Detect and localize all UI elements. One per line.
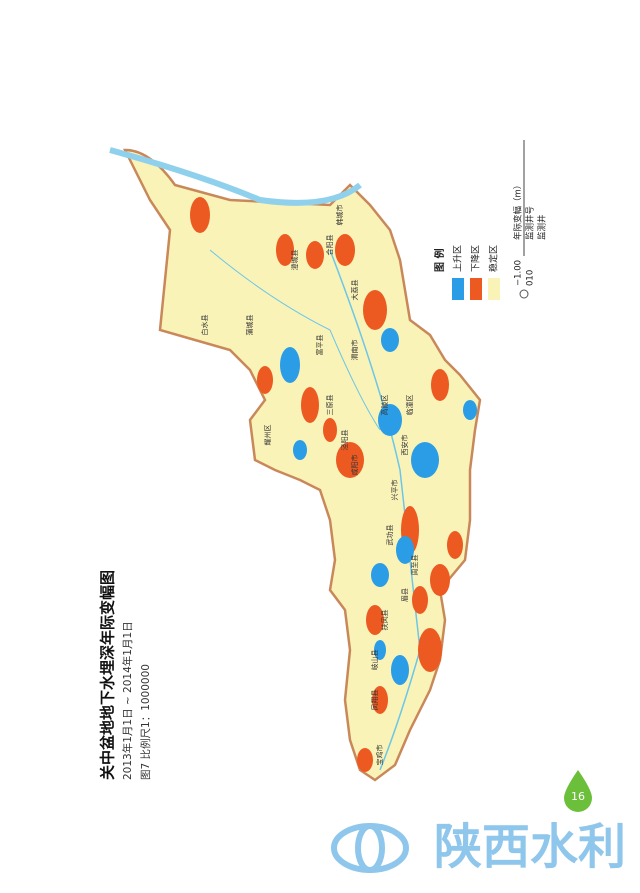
fall-area [412,586,428,614]
well-label: 监测井号 [525,206,536,240]
place-name: 西安市 [400,435,409,456]
well-name: 监测井 [537,214,548,240]
rise-area [378,404,402,436]
yellow-river [109,147,362,206]
brand: 陕西水利 [434,819,626,875]
place-name: 渭南市 [350,340,359,361]
place-name: 泾阳县 [340,430,349,451]
fall-area [323,418,337,442]
swatch-rise [452,278,464,300]
legend-title: 图 例 [433,249,446,272]
place-name: 临潼区 [405,395,414,416]
fall-area [418,628,442,672]
place-name: 大荔县 [350,280,359,301]
swatch-stable [488,278,500,300]
legend-item: 上升区 [453,245,464,272]
fall-area [431,369,449,401]
place-name: 岐山县 [370,650,379,671]
fall-area [357,748,373,772]
place-name: 耀州区 [263,425,272,446]
change-label: 年际变幅（m） [513,181,524,240]
rise-area [411,442,439,478]
rise-area [391,655,409,685]
basin-outline [122,148,482,782]
place-name: 澄城县 [290,250,299,271]
place-name: 扶风县 [380,610,389,631]
rise-area [280,347,300,383]
place-name: 周至县 [411,555,419,576]
fall-area [372,686,388,714]
title-block: 关中盆地地下水埋深年际变幅图 2013年1月1日 ~ 2014年1月1日 图7 … [99,570,153,780]
place-name: 眉县 [401,588,409,602]
place-name: 武功县 [385,525,394,546]
place-name: 合阳县 [325,235,334,256]
fall-area [363,290,387,330]
fall-area [190,197,210,233]
place-name: 韩城市 [335,205,344,226]
place-name: 凤翔县 [370,690,379,711]
place-name: 宝鸡市 [375,745,384,766]
figure-caption: 图7 比例尺1：1000000 [139,664,152,780]
page-badge [564,770,592,812]
place-name: 兴平市 [390,480,399,501]
page-number: 16 [571,790,585,803]
date-range: 2013年1月1日 ~ 2014年1月1日 [121,621,134,780]
place-name: 三原县 [326,395,334,416]
fall-area [306,241,324,269]
swatch-fall [470,278,482,300]
rise-area [381,328,399,352]
rise-area [463,400,477,420]
fall-area [257,366,273,394]
legend: 图 例 上升区 下降区 稳定区 −1.00 010 年际变幅（m） 监测井号 监… [433,140,548,300]
fall-area [336,442,364,478]
river [209,249,381,431]
rise-area [374,640,386,660]
place-name: 富平县 [315,335,324,356]
logo [331,823,409,873]
fall-area [301,387,319,423]
fall-area [366,605,384,635]
rise-area [293,440,307,460]
title: 关中盆地地下水埋深年际变幅图 [99,570,117,780]
legend-item: 稳定区 [488,245,500,272]
well-id: 010 [526,270,536,286]
well-symbol [519,289,529,299]
fall-area [447,531,463,559]
place-name: 咸阳市 [350,455,359,476]
legend-item: 下降区 [470,245,482,272]
rise-area [396,536,414,564]
change-value: −1.00 [514,260,524,286]
fall-area [430,564,450,596]
rise-area [371,563,389,587]
fall-area [276,234,294,266]
place-name: 白水县 [200,315,209,336]
place-name: 蒲城县 [245,315,254,336]
fall-area [335,234,355,266]
place-name: 高陵区 [380,395,389,416]
